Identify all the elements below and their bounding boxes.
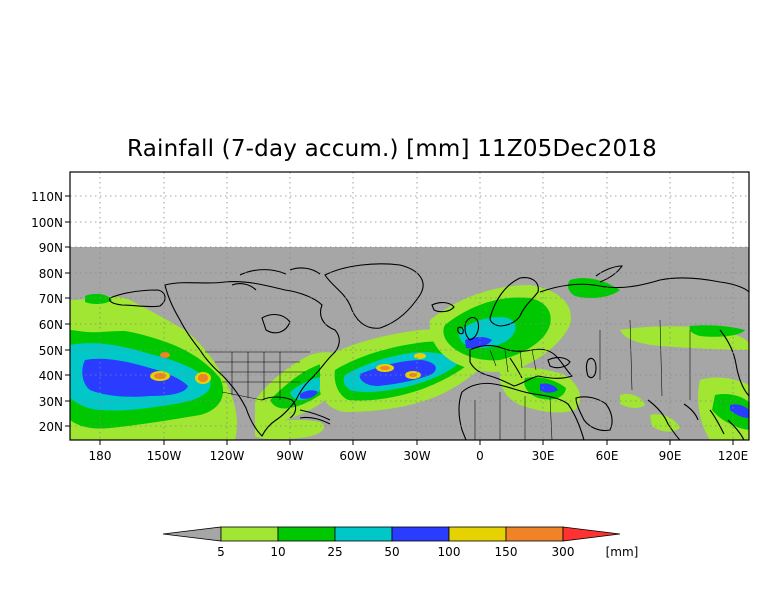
- lon-label-60w: 60W: [339, 449, 366, 463]
- border-us-mexico: [221, 391, 263, 401]
- colorbar-label-10: 10: [270, 545, 285, 559]
- colorbar-swatch-high: [562, 526, 621, 542]
- coast-caspian-sea: [585, 357, 597, 379]
- lon-label-60e: 60E: [596, 449, 619, 463]
- rain-veryheavy-pacific: [82, 358, 188, 397]
- axis-ticks: [65, 195, 734, 445]
- political-boundaries: [205, 319, 691, 440]
- coast-gulf-mexico: [261, 396, 331, 421]
- map-frame: [69, 171, 750, 441]
- lat-label-30n: 30N: [39, 395, 63, 409]
- coast-italy: [509, 357, 523, 379]
- rain-moderate-seasia: [712, 393, 749, 430]
- rain-light-northpacific: [70, 303, 175, 333]
- coast-arctic-islands: [231, 267, 321, 291]
- rain-max-atlantic-2: [409, 373, 417, 377]
- coast-black-sea: [547, 357, 571, 369]
- colorbar-swatch-low: [162, 526, 222, 542]
- colorbar-label-150: 150: [495, 545, 518, 559]
- rain-moderate-siberia: [689, 325, 745, 337]
- lat-label-80n: 80N: [39, 267, 63, 281]
- rain-max-pacific-2: [198, 374, 208, 382]
- longitude-axis: 180 150W 120W 90W 60W 30W 0 30E 60E 90E …: [89, 449, 749, 463]
- coast-southeast-asia: [709, 409, 745, 440]
- rain-veryheavy-atlantic: [359, 360, 436, 386]
- coast-russia-north: [539, 277, 749, 293]
- latitude-axis: 110N 100N 90N 80N 70N 60N 50N 40N 30N 20…: [31, 190, 63, 434]
- border-africa: [474, 392, 553, 440]
- colorbar-swatch-10-25: [277, 526, 336, 542]
- coast-north-america: [164, 281, 340, 437]
- map-panel: [65, 171, 750, 445]
- colorbar-swatch-50-100: [391, 526, 450, 542]
- coast-asia-east: [719, 329, 749, 397]
- coast-cuba: [299, 416, 331, 425]
- coast-india: [647, 399, 699, 440]
- rain-gulf: [300, 390, 318, 399]
- colorbar-label-5: 5: [217, 545, 225, 559]
- coast-arabia: [575, 396, 613, 432]
- colorbar-label-300: 300: [552, 545, 575, 559]
- coast-novaya-zemlya: [595, 265, 624, 283]
- border-asia: [599, 319, 691, 400]
- lon-label-90e: 90E: [659, 449, 682, 463]
- rain-max-pacific-1: [154, 373, 166, 379]
- lon-label-0: 0: [476, 449, 484, 463]
- graticule: [70, 172, 749, 440]
- coastlines: [109, 263, 749, 440]
- lat-label-70n: 70N: [39, 292, 63, 306]
- colorbar-swatch-5-10: [220, 526, 279, 542]
- colorbar-swatch-100-150: [448, 526, 507, 542]
- border-us-states-lat: [215, 361, 305, 383]
- rainfall-field: [70, 263, 749, 440]
- lon-label-180: 180: [89, 449, 112, 463]
- colorbar-swatch-150-300: [505, 526, 564, 542]
- coast-alaska: [109, 289, 166, 308]
- colorbar-label-25: 25: [327, 545, 342, 559]
- rain-max-atlantic-1: [380, 366, 390, 370]
- colorbar-label-50: 50: [384, 545, 399, 559]
- no-data-band: [70, 172, 749, 247]
- lat-label-40n: 40N: [39, 369, 63, 383]
- coast-africa: [458, 382, 585, 440]
- lon-label-30e: 30E: [532, 449, 555, 463]
- rain-arabian-sea: [620, 394, 645, 408]
- rain-heavy-mediterranean: [540, 383, 558, 393]
- lat-label-90n: 90N: [39, 241, 63, 255]
- lat-label-50n: 50N: [39, 344, 63, 358]
- rain-extreme-atlantic-3: [414, 353, 426, 359]
- lat-label-100n: 100N: [31, 216, 63, 230]
- colorbar-unit: [mm]: [606, 545, 639, 559]
- rain-heavy-seasia: [730, 404, 749, 418]
- border-europe: [489, 349, 537, 373]
- coast-iceland: [431, 302, 455, 313]
- border-us-states-lon: [231, 352, 281, 400]
- lon-label-120e: 120E: [718, 449, 749, 463]
- rain-india: [650, 414, 680, 432]
- coast-europe: [469, 345, 574, 387]
- rain-veryheavy-europe: [465, 337, 492, 349]
- lat-label-60n: 60N: [39, 318, 63, 332]
- lat-label-110n: 110N: [31, 190, 63, 204]
- coast-scandinavia: [489, 277, 539, 327]
- coast-greenland: [324, 263, 424, 329]
- map-title: Rainfall (7-day accum.) [mm] 11Z05Dec201…: [127, 136, 657, 162]
- colorbar: 5 10 25 50 100 150 300 [mm]: [162, 526, 639, 559]
- rain-alaska-coast: [85, 293, 112, 305]
- lon-label-120w: 120W: [210, 449, 245, 463]
- lon-label-90w: 90W: [276, 449, 303, 463]
- lat-label-20n: 20N: [39, 420, 63, 434]
- rain-extreme-pacific-3: [160, 352, 170, 358]
- colorbar-label-100: 100: [438, 545, 461, 559]
- lon-label-150w: 150W: [147, 449, 182, 463]
- colorbar-swatch-25-50: [334, 526, 393, 542]
- rain-caribbean: [255, 419, 324, 440]
- lon-label-30w: 30W: [403, 449, 430, 463]
- coast-british-isles: [457, 316, 480, 341]
